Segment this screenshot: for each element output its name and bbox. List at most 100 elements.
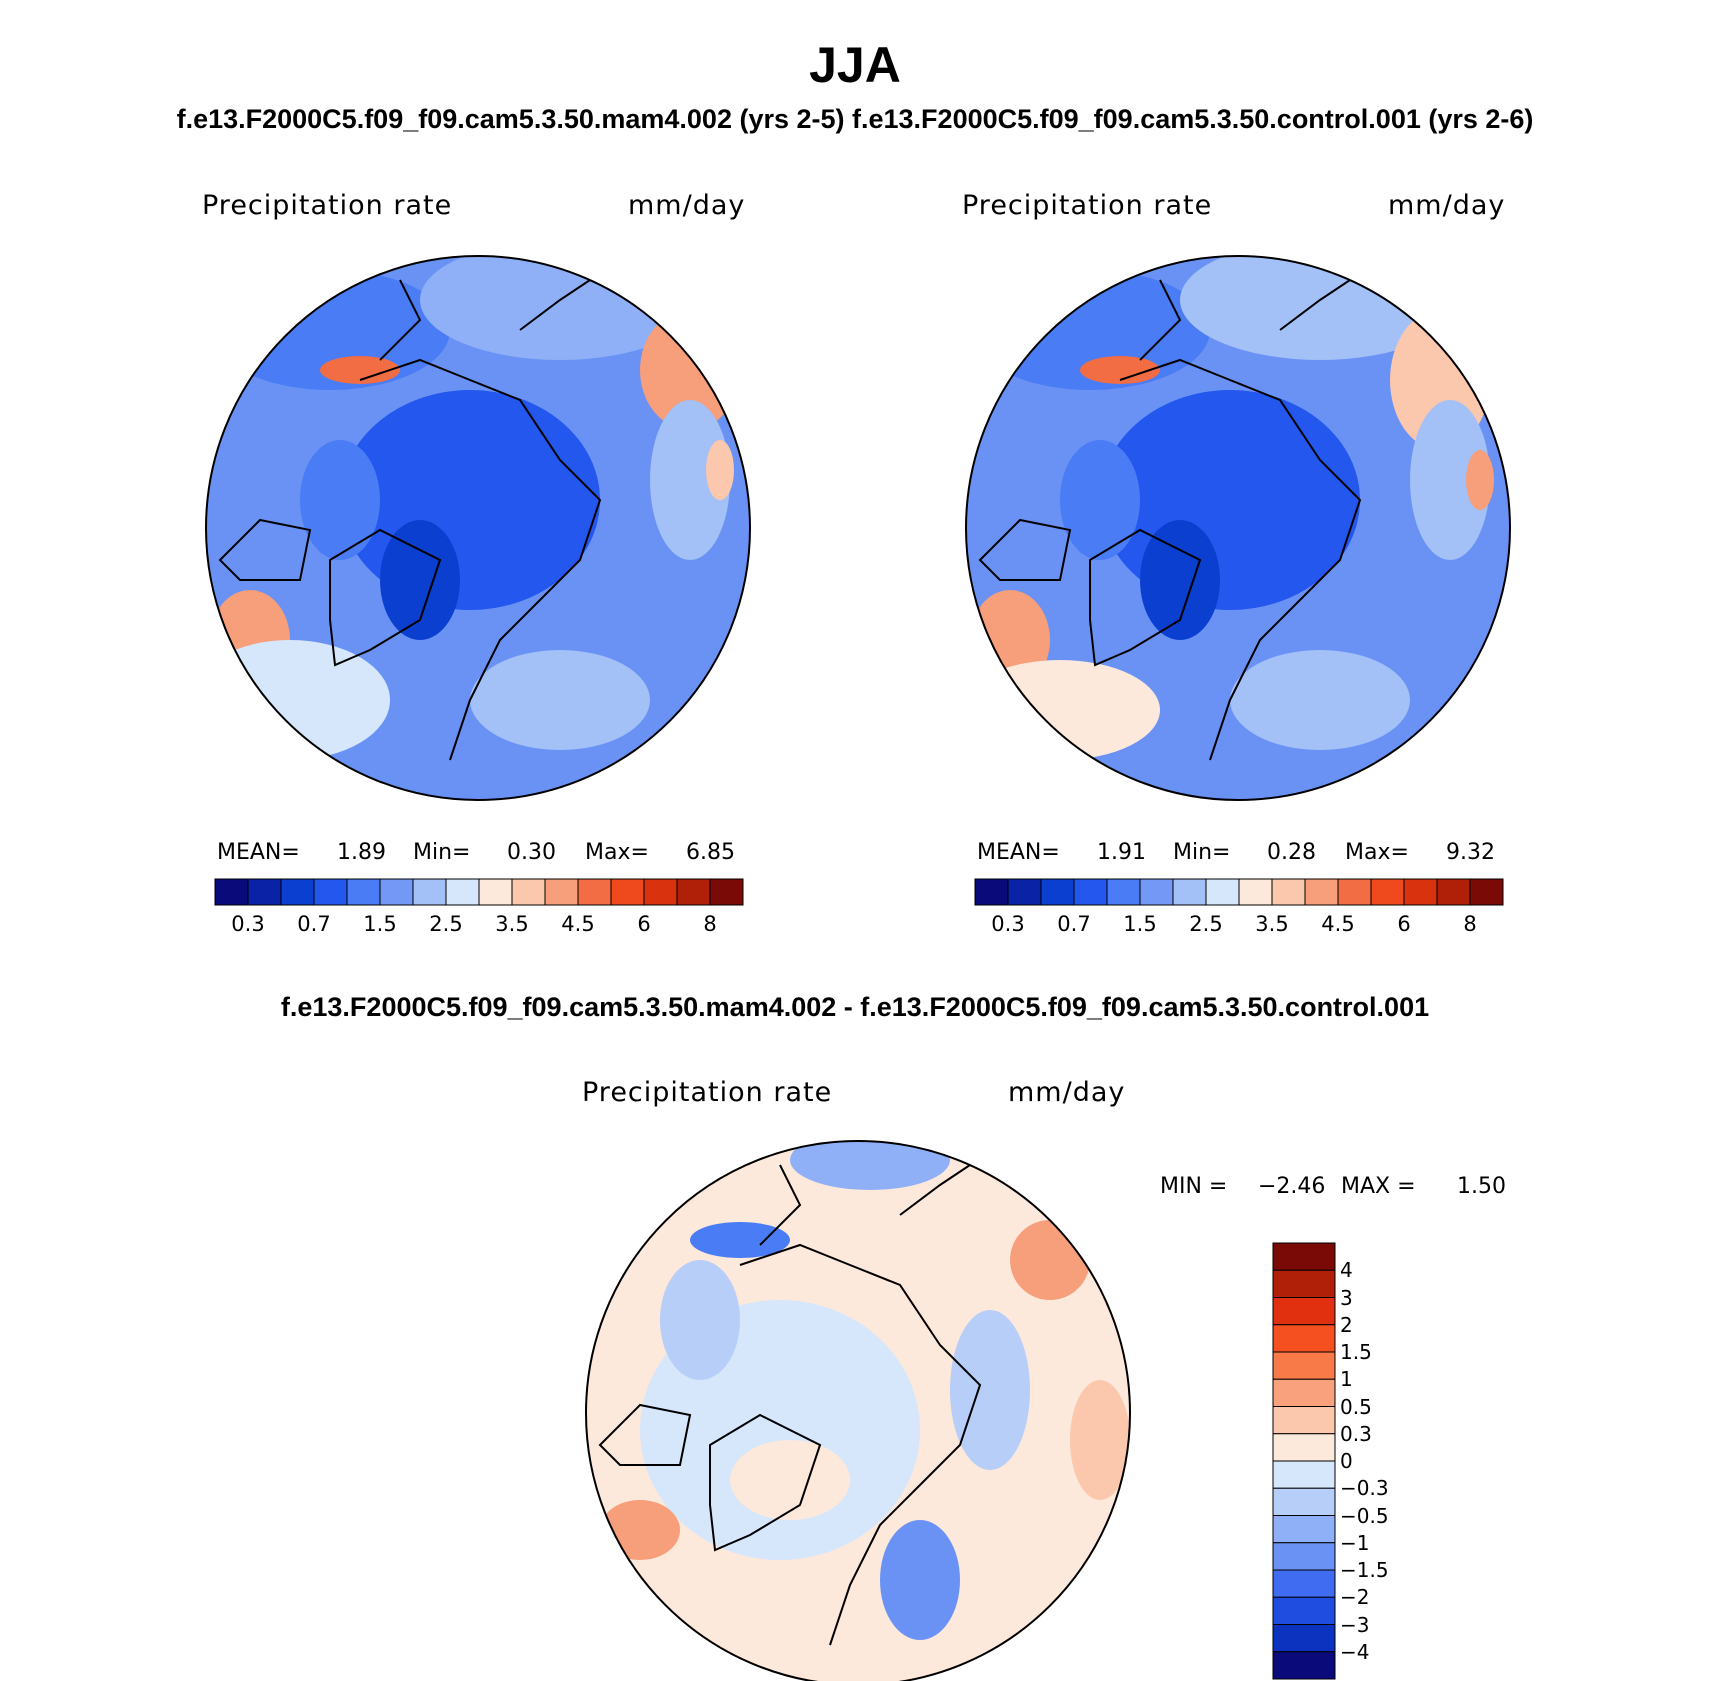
diff-colorbar-tick-label: 0.3 <box>1340 1421 1372 1446</box>
diff-colorbar-box <box>1272 1297 1336 1326</box>
top-subtitle: f.e13.F2000C5.f09_f09.cam5.3.50.mam4.002… <box>176 104 1534 134</box>
panel1-units-label: mm/day <box>628 190 746 221</box>
panel1-colorbar-box <box>280 878 315 906</box>
diff-colorbar-box <box>1272 1460 1336 1489</box>
panel2-units-label: mm/day <box>1388 190 1506 221</box>
diff-colorbar-box <box>1272 1569 1336 1598</box>
panel1-colorbar-box <box>214 878 249 906</box>
panel1-colorbar-box <box>412 878 447 906</box>
panel2-colorbar-box <box>1403 878 1438 906</box>
panel1-colorbar-box <box>544 878 579 906</box>
diff-colorbar-box <box>1272 1269 1336 1298</box>
panel2-variable-label: Precipitation rate <box>962 190 1213 221</box>
diff-colorbar-tick-label: 1.5 <box>1340 1340 1372 1364</box>
diff-subtitle: f.e13.F2000C5.f09_f09.cam5.3.50.mam4.002… <box>280 992 1430 1022</box>
diff-colorbar-box <box>1272 1351 1336 1380</box>
panel2-colorbar-box <box>1238 878 1273 906</box>
panel2-colorbar-box <box>1205 878 1240 906</box>
panel1-colorbar-tick-label: 4.5 <box>561 912 595 936</box>
panel1-colorbar-tick-label: 2.5 <box>429 912 463 936</box>
panel1-colorbar-tick-label: 1.5 <box>363 912 397 936</box>
panel1-colorbar-box <box>676 878 711 906</box>
panel1-min-label: Min= <box>413 840 471 865</box>
diff-units-label: mm/day <box>1008 1077 1126 1108</box>
panel2-colorbar-tick-label: 3.5 <box>1255 912 1289 936</box>
panel1-colorbar-tick-label: 3.5 <box>495 912 529 936</box>
diff-colorbar-box <box>1272 1596 1336 1625</box>
panel1-colorbar-tick-label: 6 <box>637 912 651 936</box>
diff-colorbar-box <box>1272 1487 1336 1516</box>
panel2-colorbar-tick-label: 2.5 <box>1189 912 1223 936</box>
diff-colorbar-box <box>1272 1433 1336 1462</box>
panel2-colorbar-box <box>1304 878 1339 906</box>
diff-variable-label: Precipitation rate <box>582 1077 833 1108</box>
diff-colorbar-box <box>1272 1515 1336 1544</box>
panel2-colorbar <box>974 878 1504 906</box>
panel2-colorbar-box <box>1271 878 1306 906</box>
panel1-colorbar-tick-label: 8 <box>703 912 717 936</box>
panel1-colorbar-box <box>313 878 348 906</box>
panel2-colorbar-box <box>1172 878 1207 906</box>
panel2-colorbar-tick-label: 1.5 <box>1123 912 1157 936</box>
panel2-coastlines <box>978 279 1362 761</box>
diff-colorbar-box <box>1272 1378 1336 1407</box>
panel2-mean-value: 1.91 <box>1097 840 1146 865</box>
diff-colorbar-tick-label: −2 <box>1340 1585 1370 1610</box>
diff-min-label: MIN = <box>1160 1174 1228 1199</box>
diff-colorbar-box <box>1272 1242 1336 1271</box>
panel2-colorbar-tick-label: 0.3 <box>991 912 1025 936</box>
panel2-colorbar-box <box>1007 878 1042 906</box>
panel1-colorbar-box <box>445 878 480 906</box>
panel2-max-label: Max= <box>1345 840 1409 865</box>
panel1-colorbar-tick-label: 0.3 <box>231 912 265 936</box>
panel1-colorbar-box <box>643 878 678 906</box>
diff-colorbar-box <box>1272 1324 1336 1353</box>
diff-colorbar-tick-label: −1.5 <box>1340 1558 1389 1582</box>
diff-colorbar <box>1272 1242 1336 1680</box>
diff-colorbar-tick-label: −1 <box>1340 1530 1370 1555</box>
panel2-colorbar-tick-label: 0.7 <box>1057 912 1091 936</box>
panel1-max-value: 6.85 <box>686 840 735 865</box>
panel1-max-label: Max= <box>585 840 649 865</box>
panel2-colorbar-tick-label: 8 <box>1463 912 1477 936</box>
panel2-colorbar-box <box>1106 878 1141 906</box>
panel2-min-value: 0.28 <box>1267 840 1316 865</box>
panel2-colorbar-box <box>1073 878 1108 906</box>
panel1-colorbar-box <box>478 878 513 906</box>
panel1-colorbar-box <box>379 878 414 906</box>
panel1-coastlines <box>218 279 602 761</box>
panel2-min-label: Min= <box>1173 840 1231 865</box>
panel2-colorbar-box <box>1469 878 1504 906</box>
diff-colorbar-tick-label: −0.3 <box>1340 1476 1389 1501</box>
diff-colorbar-box <box>1272 1542 1336 1571</box>
diff-colorbar-tick-label: 1 <box>1340 1367 1353 1392</box>
diff-colorbar-tick-label: 0 <box>1340 1449 1353 1473</box>
panel1-colorbar-box <box>577 878 612 906</box>
figure-title: JJA <box>809 37 901 93</box>
panel1-min-value: 0.30 <box>507 840 556 865</box>
diff-colorbar-tick-label: 4 <box>1340 1258 1353 1283</box>
panel1-colorbar <box>214 878 744 906</box>
panel2-colorbar-tick-label: 6 <box>1397 912 1411 936</box>
panel2-max-value: 9.32 <box>1446 840 1495 865</box>
panel1-colorbar-box <box>610 878 645 906</box>
diff-colorbar-tick-label: 2 <box>1340 1312 1353 1337</box>
panel2-colorbar-box <box>1040 878 1075 906</box>
diff-colorbar-tick-label: −4 <box>1340 1639 1370 1664</box>
diff-colorbar-tick-label: −3 <box>1340 1612 1370 1637</box>
diff-coastlines <box>598 1164 982 1646</box>
panel2-mean-label: MEAN= <box>977 840 1060 865</box>
diff-colorbar-tick-label: −0.5 <box>1340 1503 1389 1528</box>
diff-colorbar-tick-label: 3 <box>1340 1285 1353 1310</box>
diff-min-value: −2.46 <box>1258 1174 1326 1199</box>
panel1-mean-label: MEAN= <box>217 840 300 865</box>
panel1-colorbar-box <box>511 878 546 906</box>
panel1-colorbar-tick-label: 0.7 <box>297 912 331 936</box>
panel1-variable-label: Precipitation rate <box>202 190 453 221</box>
diff-colorbar-box <box>1272 1651 1336 1680</box>
panel2-colorbar-box <box>1337 878 1372 906</box>
diff-max-value: 1.50 <box>1457 1174 1506 1199</box>
panel1-colorbar-box <box>346 878 381 906</box>
panel2-colorbar-tick-label: 4.5 <box>1321 912 1355 936</box>
diff-max-label: MAX = <box>1341 1174 1416 1199</box>
